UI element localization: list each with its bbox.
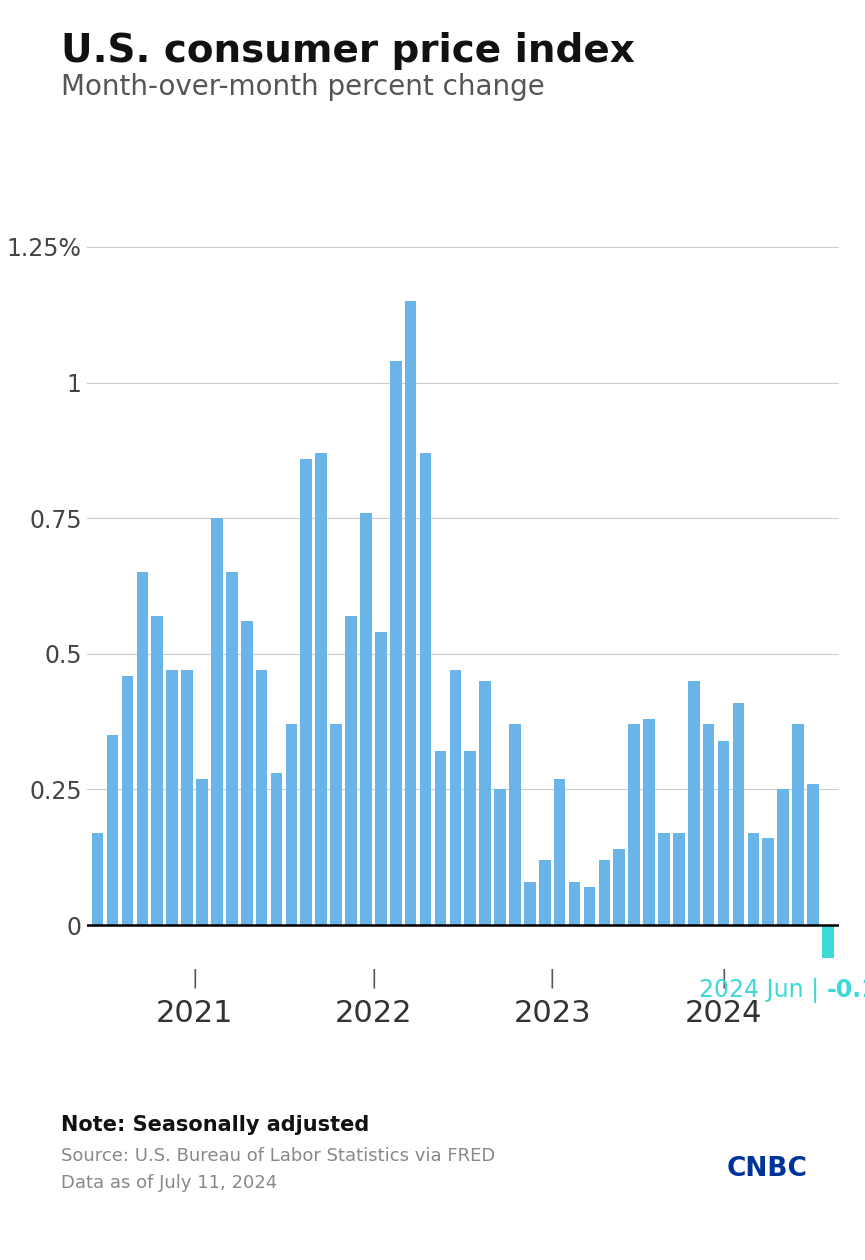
- Bar: [628, 724, 640, 925]
- Bar: [271, 774, 282, 925]
- Bar: [599, 861, 610, 925]
- Bar: [106, 735, 119, 925]
- Bar: [92, 833, 104, 925]
- Bar: [240, 621, 253, 925]
- Bar: [479, 680, 491, 925]
- Text: U.S. consumer price index: U.S. consumer price index: [61, 32, 634, 69]
- Bar: [256, 670, 267, 925]
- Bar: [285, 724, 298, 925]
- Bar: [807, 784, 819, 925]
- Bar: [300, 459, 312, 925]
- Bar: [226, 572, 238, 925]
- Bar: [613, 849, 625, 925]
- Text: 2024 Jun |: 2024 Jun |: [699, 979, 826, 1003]
- Text: -0.1%: -0.1%: [826, 979, 865, 1003]
- Bar: [405, 301, 416, 925]
- Bar: [434, 751, 446, 925]
- Bar: [762, 838, 774, 925]
- Text: Note: Seasonally adjusted: Note: Seasonally adjusted: [61, 1115, 368, 1135]
- Bar: [778, 790, 789, 925]
- Bar: [524, 882, 535, 925]
- Bar: [316, 454, 327, 925]
- Bar: [644, 719, 655, 925]
- Bar: [568, 882, 580, 925]
- Bar: [747, 833, 759, 925]
- Text: 2023: 2023: [513, 999, 591, 1028]
- Bar: [673, 833, 685, 925]
- Bar: [509, 724, 521, 925]
- Bar: [196, 779, 208, 925]
- Bar: [330, 724, 342, 925]
- Bar: [450, 670, 461, 925]
- Bar: [658, 833, 670, 925]
- Text: Month-over-month percent change: Month-over-month percent change: [61, 73, 544, 101]
- Bar: [703, 724, 714, 925]
- Bar: [375, 633, 387, 925]
- Bar: [688, 680, 700, 925]
- Bar: [137, 572, 148, 925]
- Bar: [166, 670, 178, 925]
- Bar: [792, 724, 804, 925]
- Bar: [554, 779, 566, 925]
- Text: CNBC: CNBC: [727, 1157, 807, 1182]
- Bar: [360, 513, 372, 925]
- Text: |: |: [370, 969, 376, 988]
- Text: 2022: 2022: [335, 999, 412, 1028]
- Text: |: |: [721, 969, 727, 988]
- Text: Source: U.S. Bureau of Labor Statistics via FRED: Source: U.S. Bureau of Labor Statistics …: [61, 1147, 495, 1164]
- Bar: [151, 616, 163, 925]
- Bar: [733, 703, 744, 925]
- Bar: [390, 360, 401, 925]
- Text: 2021: 2021: [156, 999, 234, 1028]
- Bar: [345, 616, 357, 925]
- Bar: [465, 751, 476, 925]
- Bar: [211, 518, 222, 925]
- Text: |: |: [191, 969, 198, 988]
- Text: Data as of July 11, 2024: Data as of July 11, 2024: [61, 1174, 277, 1192]
- Bar: [494, 790, 506, 925]
- Bar: [539, 861, 550, 925]
- Text: |: |: [549, 969, 555, 988]
- Bar: [420, 454, 432, 925]
- Bar: [822, 925, 834, 979]
- Text: 2024: 2024: [685, 999, 762, 1028]
- Bar: [718, 741, 729, 925]
- Bar: [122, 675, 133, 925]
- Bar: [182, 670, 193, 925]
- Bar: [584, 887, 595, 925]
